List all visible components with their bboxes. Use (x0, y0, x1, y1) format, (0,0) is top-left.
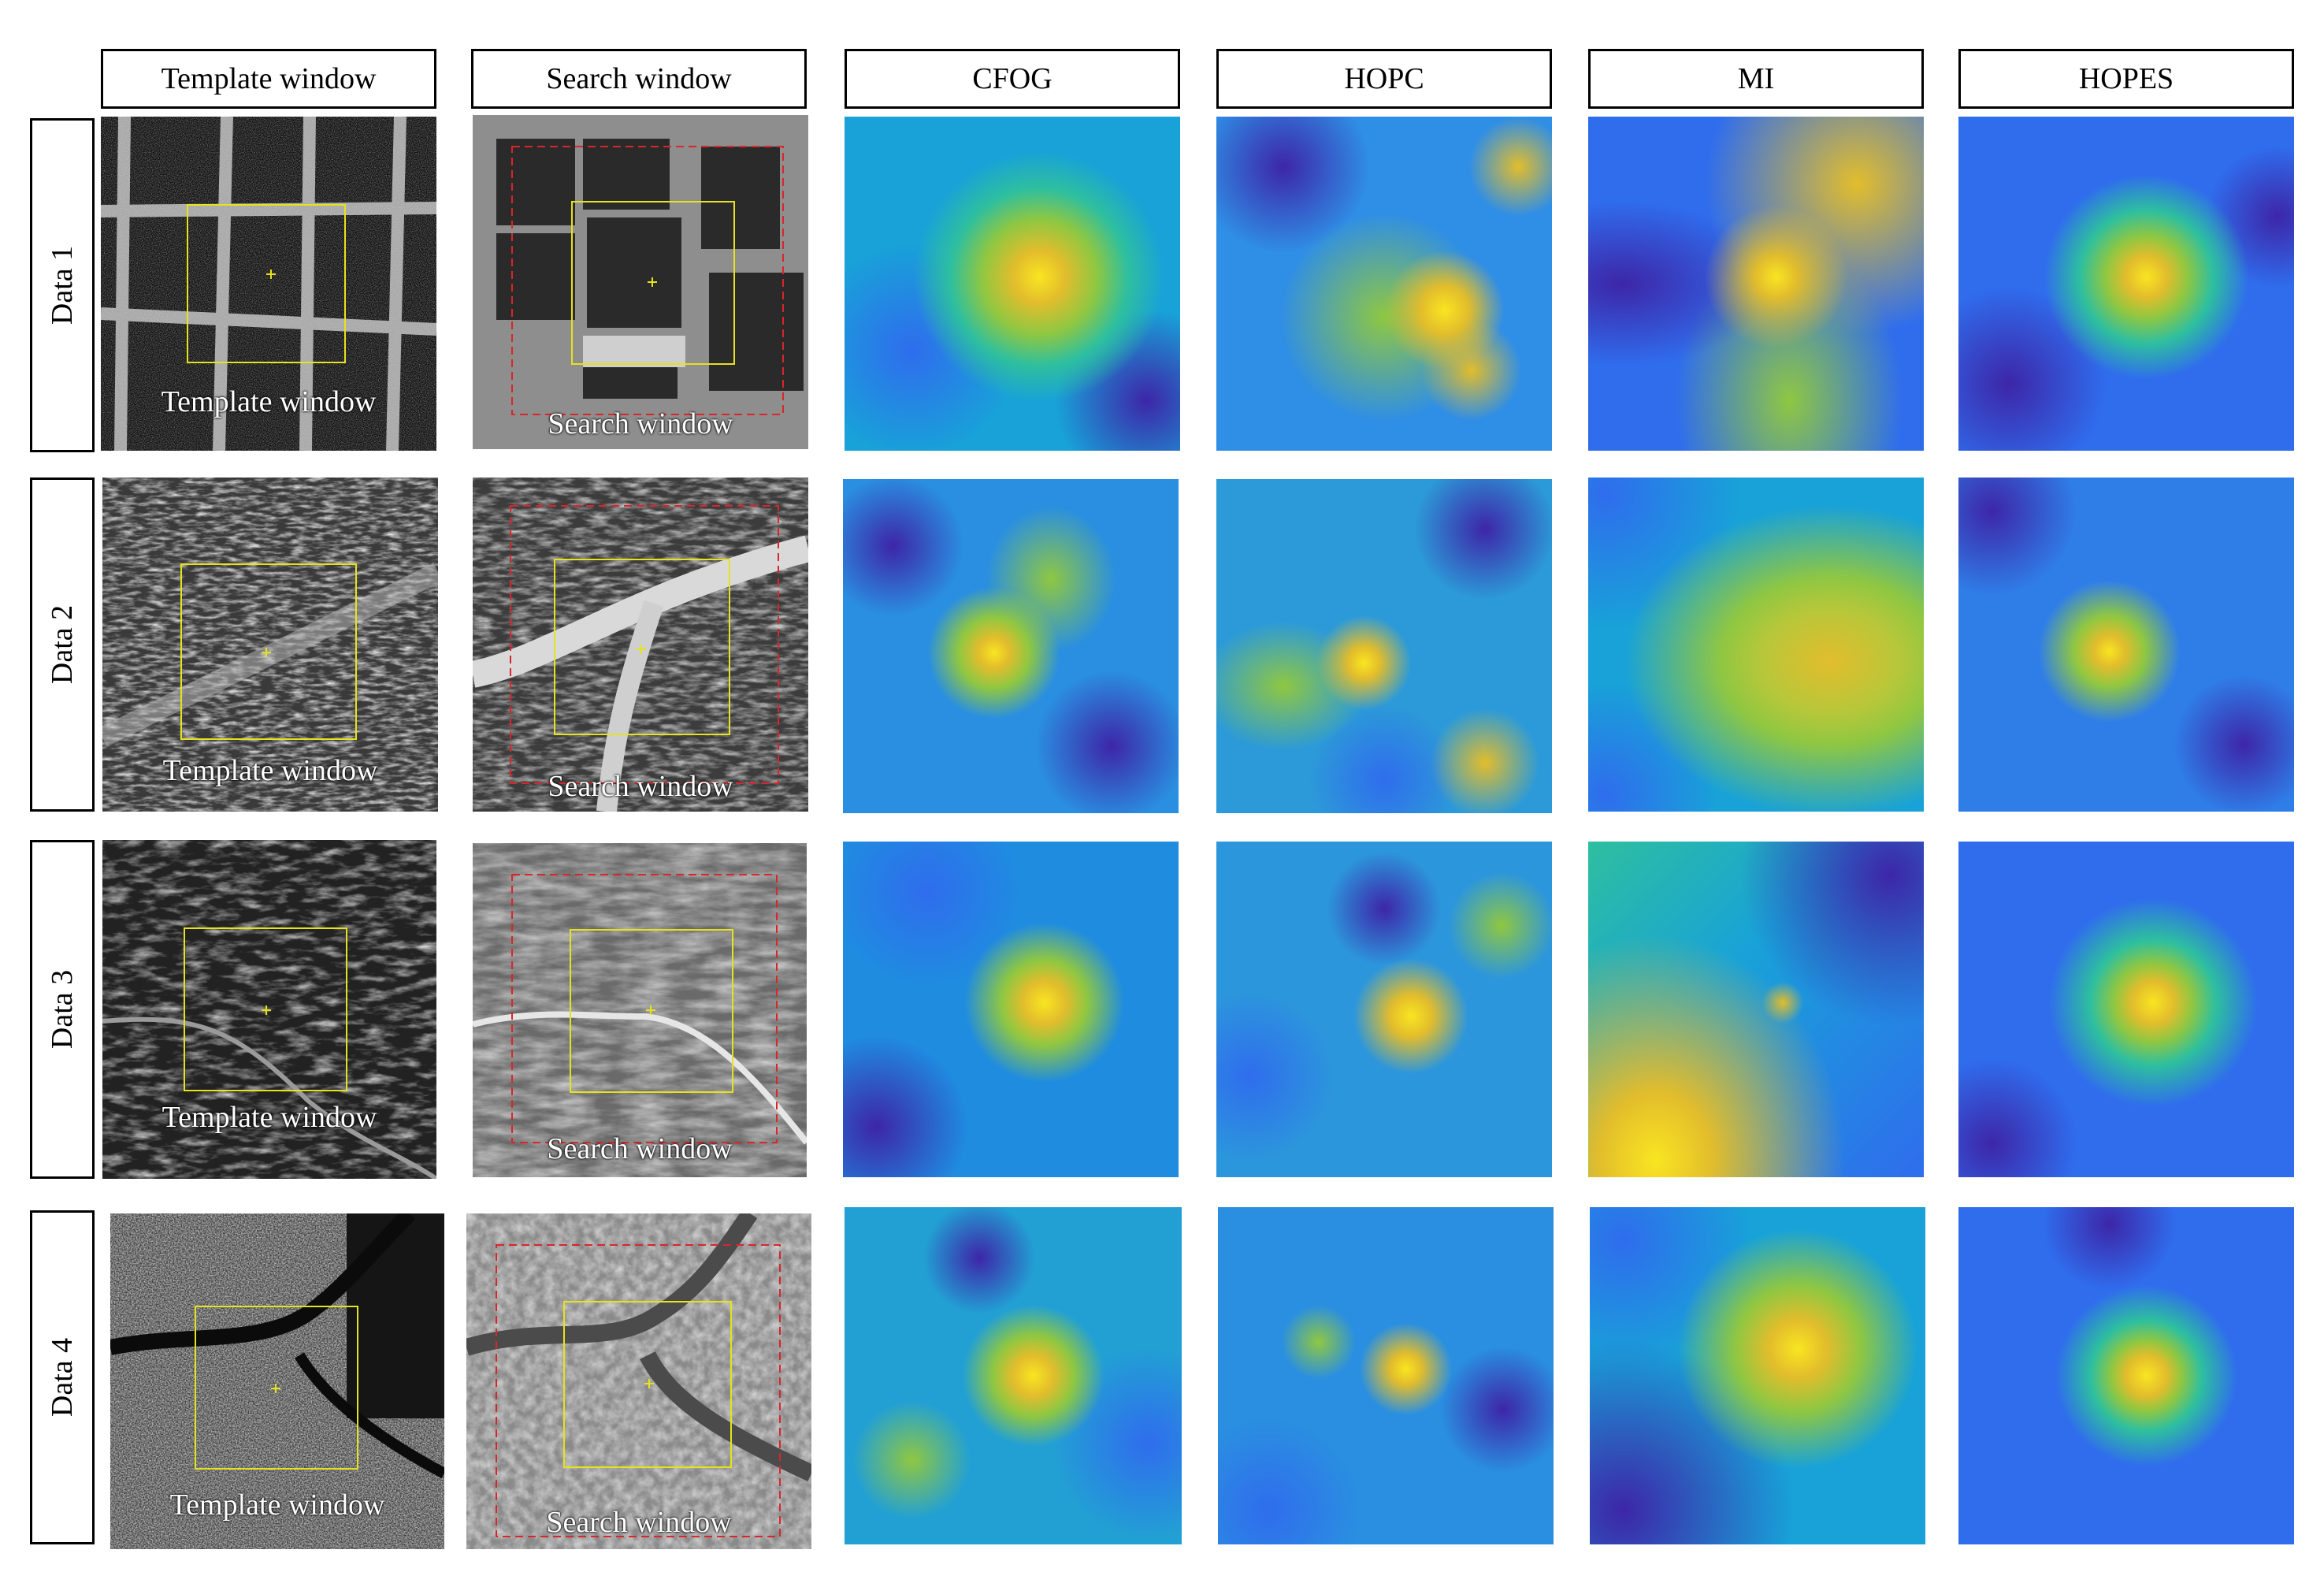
data-3-template-image: Template window (102, 840, 436, 1179)
search-window-caption: Search window (548, 407, 733, 440)
data-2-search-image: Search window (473, 478, 808, 812)
column-header-cfog: CFOG (845, 49, 1180, 109)
row-label-data-2: Data 2 (30, 478, 95, 812)
data-4-hopes-similarity-map (1958, 1207, 2294, 1544)
search-window-caption: Search window (546, 1506, 732, 1539)
data-3-search-image: Search window (473, 843, 807, 1177)
column-header-hopc: HOPC (1216, 49, 1552, 109)
data-4-search-image: Search window (466, 1213, 811, 1549)
sar-texture (102, 478, 438, 812)
data-2-hopes-similarity-map (1958, 478, 2294, 812)
data-1-template-image: Template window (101, 117, 436, 451)
data-4-hopc-similarity-map (1218, 1207, 1554, 1544)
column-header-hopes: HOPES (1958, 49, 2294, 109)
sar-texture (110, 1213, 444, 1549)
template-window-caption: Template window (169, 1488, 385, 1522)
column-header-search-window: Search window (471, 49, 807, 109)
data-4-cfog-similarity-map (845, 1207, 1182, 1544)
data-1-hopes-similarity-map (1958, 117, 2294, 451)
optical-texture (473, 115, 808, 449)
data-3-hopc-similarity-map (1216, 842, 1552, 1177)
search-window-caption: Search window (547, 1132, 733, 1165)
row-label-data-4: Data 4 (30, 1210, 95, 1544)
search-window-caption: Search window (548, 770, 733, 803)
optical-texture (473, 843, 807, 1177)
data-3-cfog-similarity-map (843, 842, 1179, 1177)
data-1-cfog-similarity-map (845, 117, 1180, 451)
data-2-hopc-similarity-map (1216, 479, 1552, 813)
data-1-mi-similarity-map (1588, 117, 1924, 451)
sar-texture (102, 840, 436, 1179)
template-window-caption: Template window (161, 385, 377, 418)
data-2-template-image: Template window (102, 478, 438, 812)
template-window-caption: Template window (161, 1101, 377, 1134)
column-header-template-window: Template window (101, 49, 436, 109)
data-1-search-image: Search window (473, 115, 808, 449)
data-2-mi-similarity-map (1588, 478, 1924, 812)
data-4-template-image: Template window (110, 1213, 444, 1549)
data-3-hopes-similarity-map (1958, 842, 2294, 1177)
optical-texture (473, 478, 808, 812)
data-3-mi-similarity-map (1588, 842, 1924, 1177)
data-1-hopc-similarity-map (1216, 117, 1552, 451)
data-2-cfog-similarity-map (843, 479, 1179, 813)
data-4-mi-similarity-map (1590, 1207, 1925, 1544)
template-window-caption: Template window (162, 754, 378, 787)
column-header-mi: MI (1588, 49, 1924, 109)
row-label-data-3: Data 3 (30, 840, 95, 1179)
sar-texture (101, 117, 436, 451)
optical-texture (466, 1213, 811, 1549)
row-label-data-1: Data 1 (30, 118, 95, 452)
